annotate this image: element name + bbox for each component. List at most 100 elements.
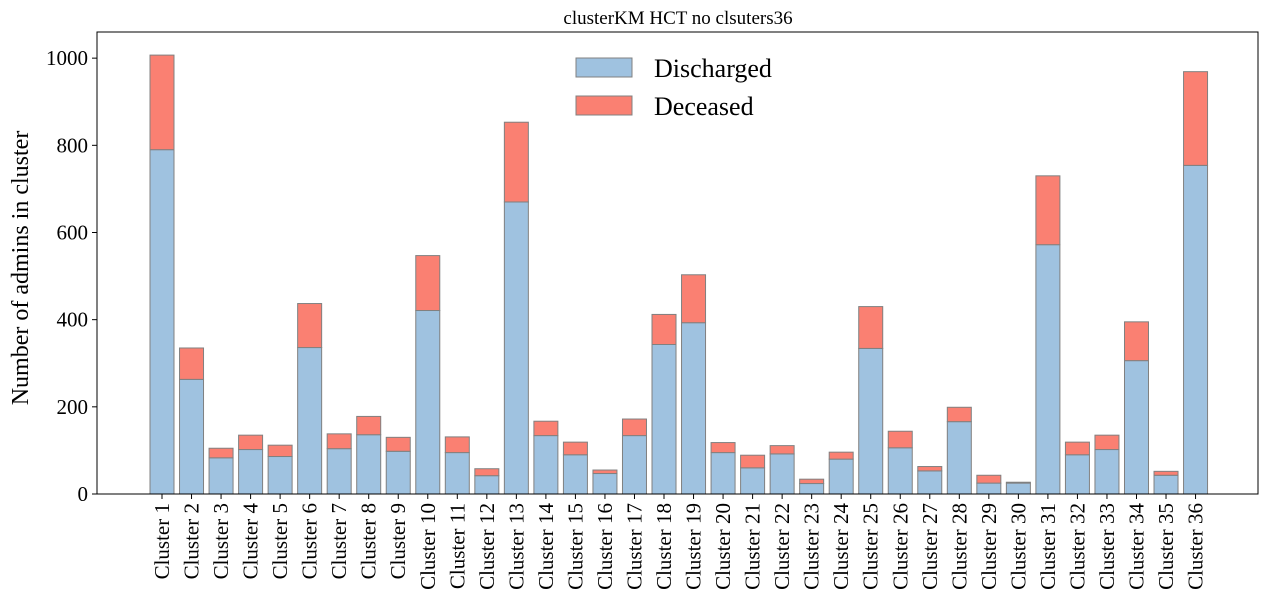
bar-discharged-11	[444, 452, 470, 495]
x-tick-label: Cluster 33	[1095, 503, 1119, 590]
x-tick-label: Cluster 29	[977, 503, 1001, 590]
legend-swatch-discharged	[575, 57, 633, 78]
x-tick-label: Cluster 22	[770, 503, 794, 590]
x-tick-label: Cluster 17	[622, 503, 646, 590]
bar-deceased-30	[1005, 481, 1031, 484]
bar-deceased-23	[799, 478, 825, 485]
y-axis-ticks: 0 200 400 600 800 1000	[46, 46, 97, 506]
bar-deceased-1	[149, 54, 175, 151]
y-tick-label: 0	[78, 482, 89, 506]
bar-deceased-5	[267, 444, 293, 458]
x-tick-label: Cluster 25	[859, 503, 883, 590]
bar-discharged-16	[592, 473, 618, 495]
x-tick-label: Cluster 31	[1036, 503, 1060, 590]
bar-discharged-24	[828, 458, 854, 495]
x-tick-label: Cluster 32	[1065, 503, 1089, 590]
x-tick-label: Cluster 28	[947, 503, 971, 590]
x-tick-label: Cluster 36	[1184, 503, 1208, 590]
legend: Discharged Deceased	[575, 54, 772, 121]
x-tick-label: Cluster 9	[386, 503, 410, 579]
bar-discharged-4	[238, 449, 264, 495]
x-tick-label: Cluster 7	[327, 503, 351, 579]
x-tick-label: Cluster 23	[800, 503, 824, 590]
bar-deceased-36	[1183, 71, 1209, 166]
legend-swatch-deceased	[575, 95, 633, 116]
bar-deceased-2	[179, 347, 205, 380]
bar-deceased-26	[887, 430, 913, 449]
bar-deceased-34	[1123, 321, 1149, 362]
bar-deceased-33	[1094, 434, 1120, 451]
bar-deceased-24	[828, 451, 854, 460]
bar-discharged-29	[976, 482, 1002, 495]
bar-discharged-10	[415, 310, 441, 495]
x-tick-label: Cluster 4	[239, 503, 263, 580]
x-tick-label: Cluster 20	[711, 503, 735, 590]
x-tick-label: Cluster 19	[682, 503, 706, 590]
bar-deceased-17	[621, 418, 647, 437]
bar-discharged-19	[681, 322, 707, 495]
bar-discharged-27	[917, 470, 943, 495]
bar-discharged-14	[533, 435, 559, 495]
x-tick-label: Cluster 2	[180, 503, 204, 579]
x-tick-label: Cluster 10	[416, 503, 440, 590]
bar-deceased-27	[917, 466, 943, 472]
bar-discharged-36	[1183, 164, 1209, 495]
bar-discharged-13	[503, 201, 529, 495]
x-tick-label: Cluster 8	[357, 503, 381, 579]
bar-deceased-31	[1035, 175, 1061, 246]
x-tick-label: Cluster 15	[563, 503, 587, 590]
bar-discharged-26	[887, 447, 913, 495]
bars-group	[149, 54, 1209, 495]
bar-discharged-23	[799, 483, 825, 495]
bar-deceased-32	[1064, 441, 1090, 456]
bar-discharged-6	[297, 347, 323, 495]
bar-deceased-10	[415, 255, 441, 312]
x-tick-label: Cluster 21	[741, 503, 765, 590]
bar-discharged-25	[858, 347, 884, 495]
bar-deceased-35	[1153, 470, 1179, 476]
x-tick-label: Cluster 24	[829, 503, 853, 590]
y-tick-label: 400	[57, 308, 89, 332]
bar-discharged-17	[621, 435, 647, 495]
bar-deceased-14	[533, 420, 559, 437]
bar-discharged-21	[740, 467, 766, 495]
bar-deceased-13	[503, 121, 529, 203]
x-tick-label: Cluster 16	[593, 503, 617, 590]
legend-label-deceased: Deceased	[654, 92, 754, 121]
bar-deceased-4	[238, 434, 264, 451]
bar-deceased-28	[946, 406, 972, 423]
plot-frame	[96, 31, 1259, 495]
x-tick-label: Cluster 30	[1006, 503, 1030, 590]
bar-deceased-6	[297, 303, 323, 349]
bar-deceased-7	[326, 433, 352, 450]
bar-discharged-35	[1153, 474, 1179, 495]
bar-deceased-25	[858, 306, 884, 349]
x-tick-label: Cluster 5	[268, 503, 292, 579]
bar-discharged-30	[1005, 482, 1031, 495]
x-tick-label: Cluster 3	[209, 503, 233, 579]
bar-deceased-29	[976, 474, 1002, 484]
bar-deceased-18	[651, 313, 677, 345]
legend-label-discharged: Discharged	[654, 54, 772, 83]
bar-deceased-21	[740, 454, 766, 469]
x-tick-label: Cluster 1	[150, 503, 174, 579]
x-tick-label: Cluster 6	[298, 503, 322, 579]
bar-discharged-9	[385, 450, 411, 495]
x-tick-label: Cluster 27	[918, 503, 942, 590]
bar-discharged-12	[474, 475, 500, 495]
bar-discharged-8	[356, 434, 382, 495]
bar-deceased-3	[208, 447, 234, 459]
x-tick-label: Cluster 18	[652, 503, 676, 590]
bar-deceased-22	[769, 445, 795, 455]
bar-discharged-28	[946, 421, 972, 495]
bar-deceased-16	[592, 469, 618, 475]
bar-discharged-20	[710, 452, 736, 495]
bar-deceased-19	[681, 274, 707, 324]
bar-discharged-7	[326, 448, 352, 495]
y-tick-label: 1000	[46, 46, 88, 70]
bar-discharged-33	[1094, 449, 1120, 495]
bar-deceased-15	[562, 441, 588, 456]
chart-title: clusterKM HCT no clsuters36	[563, 8, 792, 29]
y-tick-label: 800	[57, 133, 89, 157]
bar-discharged-18	[651, 344, 677, 495]
